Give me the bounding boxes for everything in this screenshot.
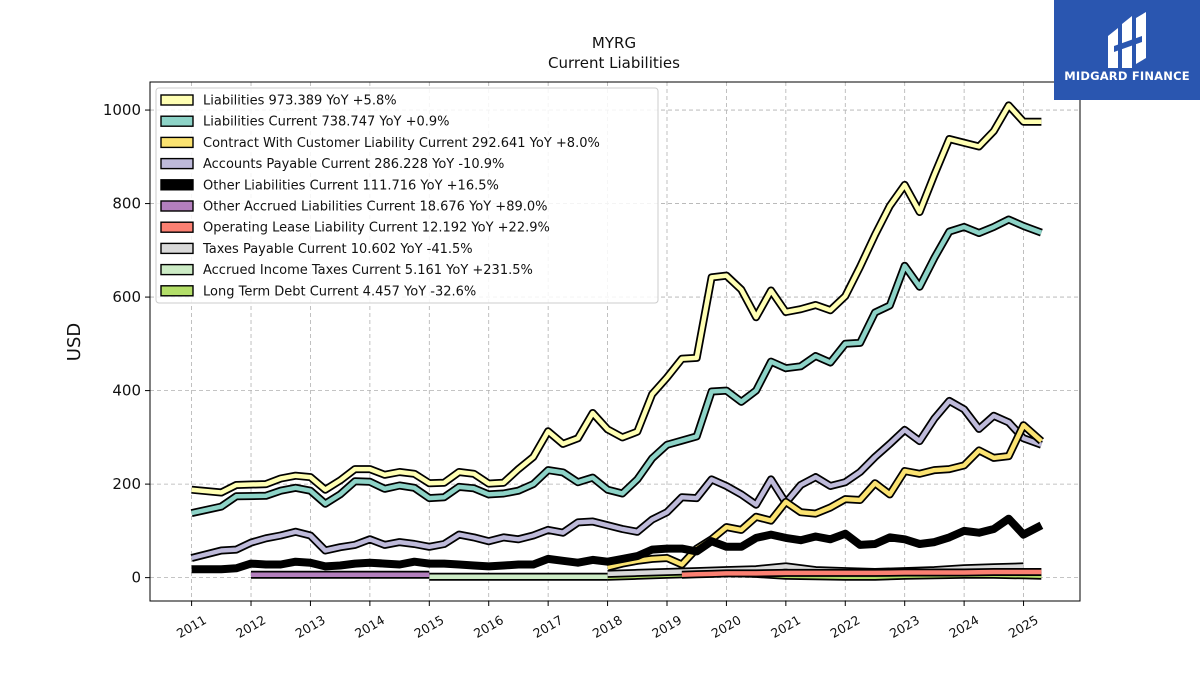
- series-line: [191, 103, 1042, 495]
- legend-entry: Taxes Payable Current 10.602 YoY -41.5%: [202, 242, 473, 257]
- legend-swatch: [160, 242, 194, 255]
- x-tick-label: 2022: [827, 612, 862, 641]
- chart-title: MYRG: [592, 34, 636, 52]
- series-line: [681, 569, 1042, 578]
- plot-frame: [149, 81, 1081, 602]
- y-tick-label: 200: [112, 475, 141, 493]
- legend-entry: Accounts Payable Current 286.228 YoY -10…: [203, 157, 504, 172]
- legend-swatch: [160, 157, 194, 170]
- chart-subtitle: Current Liabilities: [548, 54, 680, 72]
- legend-entry: Other Accrued Liabilities Current 18.676…: [203, 200, 548, 215]
- x-tick-label: 2016: [471, 612, 506, 641]
- x-tick-label: 2023: [887, 612, 922, 641]
- legend-entry: Liabilities Current 738.747 YoY +0.9%: [203, 115, 450, 130]
- legend-box: [155, 87, 659, 304]
- brand-logo: MIDGARD FINANCE: [1054, 0, 1200, 100]
- x-tick-label: 2011: [174, 612, 209, 641]
- x-tick-label: 2025: [1006, 612, 1041, 641]
- y-tick-label: 1000: [103, 101, 141, 119]
- legend-swatch: [160, 94, 194, 106]
- series-line: [607, 422, 1043, 570]
- series-group: [190, 101, 1045, 581]
- x-axis: 2011 2012 2013 2014 2015 2016 2017 2018 2019 2020…: [174, 601, 1041, 641]
- legend-swatch: [160, 263, 194, 276]
- legend-entry: Liabilities 973.389 YoY +5.8%: [203, 94, 397, 109]
- legend-entry: Other Liabilities Current 111.716 YoY +1…: [203, 178, 499, 193]
- x-tick-label: 2012: [233, 612, 268, 641]
- series-line: [191, 217, 1043, 516]
- x-tick-label: 2019: [649, 612, 684, 641]
- legend-swatch: [160, 285, 194, 297]
- x-tick-label: 2018: [590, 612, 625, 641]
- legend-entry: Accrued Income Taxes Current 5.161 YoY +…: [203, 263, 533, 278]
- y-tick-label: 800: [112, 195, 141, 213]
- x-tick-label: 2024: [946, 612, 981, 641]
- legend: Liabilities 973.389 YoY +5.8% Liabilities…: [155, 87, 659, 304]
- x-tick-label: 2013: [293, 612, 328, 641]
- legend-entry: Operating Lease Liability Current 12.192…: [203, 221, 550, 236]
- legend-swatch: [160, 221, 194, 233]
- x-tick-label: 2017: [530, 612, 565, 641]
- legend-swatch: [160, 136, 194, 149]
- y-tick-label: 600: [112, 288, 141, 306]
- series-line: [191, 514, 1044, 574]
- x-tick-label: 2014: [352, 612, 387, 641]
- y-axis-label: USD: [64, 323, 85, 361]
- brand-name: MIDGARD FINANCE: [1064, 69, 1190, 83]
- legend-swatch: [160, 200, 194, 212]
- legend-entry: Long Term Debt Current 4.457 YoY -32.6%: [203, 284, 476, 299]
- midgard-logo-icon: [1108, 12, 1146, 68]
- legend-swatch: [160, 115, 194, 127]
- x-tick-label: 2021: [768, 612, 803, 641]
- legend-entry: Contract With Customer Liability Current…: [203, 136, 600, 151]
- x-tick-label: 2015: [412, 612, 447, 641]
- y-tick-label: 400: [112, 382, 141, 400]
- legend-swatch: [160, 179, 194, 191]
- x-tick-label: 2020: [709, 612, 744, 641]
- series-line: [191, 398, 1043, 561]
- y-tick-label: 0: [131, 569, 141, 587]
- y-axis: 0 200 400 600 800 1000: [103, 101, 150, 587]
